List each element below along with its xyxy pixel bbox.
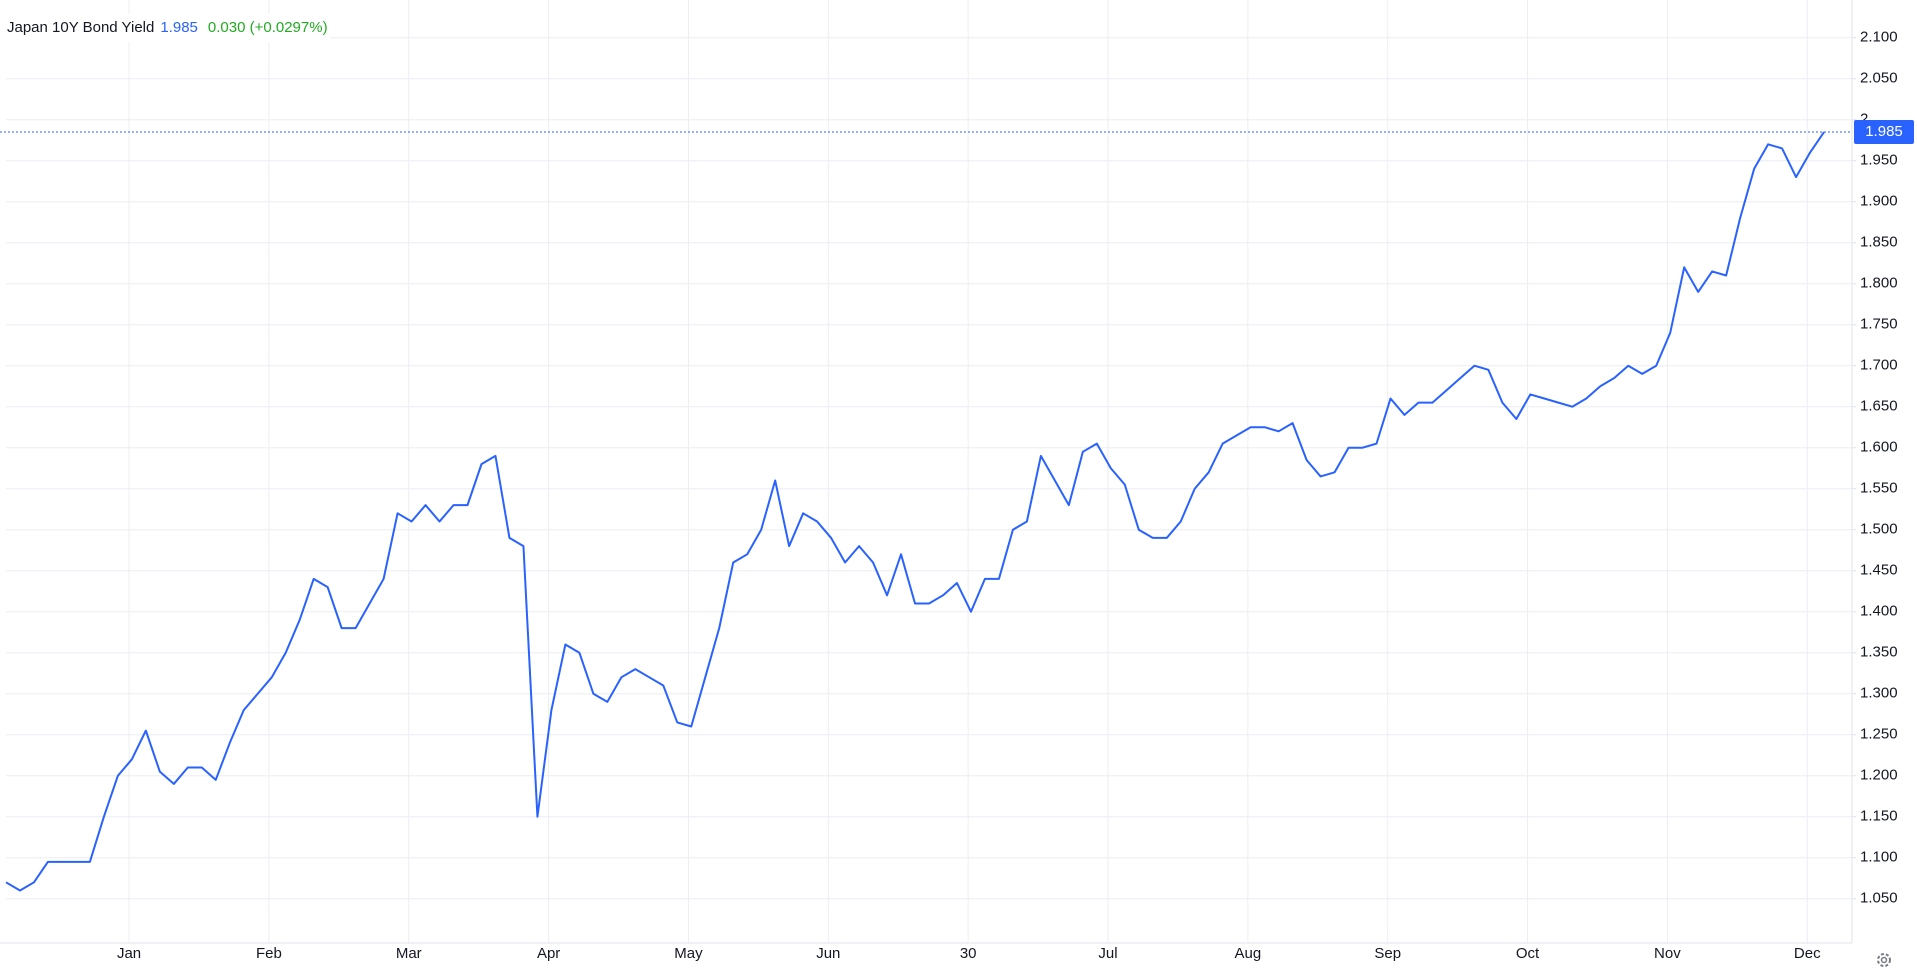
- x-tick-label: Mar: [396, 945, 422, 962]
- grid: [6, 0, 1852, 943]
- y-tick-label: 2.100: [1860, 29, 1898, 46]
- x-tick-label: Apr: [537, 945, 560, 962]
- y-tick-label: 1.050: [1860, 890, 1898, 907]
- x-tick-label: Feb: [256, 945, 282, 962]
- line-series: [5, 131, 1825, 892]
- x-tick-label: Nov: [1654, 945, 1681, 962]
- y-tick-label: 1.800: [1860, 275, 1898, 292]
- y-tick-label: 1.250: [1860, 726, 1898, 743]
- price-tag-label: 1.985: [1865, 123, 1903, 140]
- x-tick-label: Sep: [1374, 945, 1401, 962]
- y-tick-label: 1.550: [1860, 480, 1898, 497]
- legend-bg: [4, 14, 330, 42]
- y-tick-label: 1.500: [1860, 521, 1898, 538]
- y-tick-label: 1.700: [1860, 357, 1898, 374]
- x-tick-label: Oct: [1516, 945, 1540, 962]
- y-tick-label: 1.400: [1860, 603, 1898, 620]
- x-tick-label: Jul: [1098, 945, 1117, 962]
- x-tick-label: 30: [960, 945, 977, 962]
- chart-title: Japan 10Y Bond Yield 1.985 0.030 (+0.0297%…: [7, 19, 328, 36]
- plot: [5, 131, 1825, 892]
- x-tick-label: Dec: [1794, 945, 1821, 962]
- x-tick-label: Jun: [816, 945, 840, 962]
- y-tick-label: 1.600: [1860, 439, 1898, 456]
- y-tick-label: 1.950: [1860, 152, 1898, 169]
- y-tick-label: 1.650: [1860, 398, 1898, 415]
- x-tick-label: Aug: [1235, 945, 1262, 962]
- settings-icon[interactable]: [1877, 953, 1891, 967]
- y-tick-label: 1.350: [1860, 644, 1898, 661]
- y-tick-label: 1.450: [1860, 562, 1898, 579]
- y-tick-label: 1.100: [1860, 849, 1898, 866]
- y-tick-label: 1.200: [1860, 767, 1898, 784]
- x-tick-label: Jan: [117, 945, 141, 962]
- y-tick-label: 1.150: [1860, 808, 1898, 825]
- x-tick-label: May: [674, 945, 703, 962]
- y-tick-label: 2: [1860, 111, 1868, 128]
- y-tick-label: 2.050: [1860, 70, 1898, 87]
- change: 0.030 (+0.0297%): [208, 19, 328, 36]
- price-tag: [1854, 120, 1914, 145]
- title: Japan 10Y Bond Yield: [7, 19, 154, 36]
- y-tick-label: 1.300: [1860, 685, 1898, 702]
- y-tick-label: 1.900: [1860, 193, 1898, 210]
- y-tick-label: 1.850: [1860, 234, 1898, 251]
- last-value: 1.985: [160, 19, 198, 36]
- y-tick-label: 1.750: [1860, 316, 1898, 333]
